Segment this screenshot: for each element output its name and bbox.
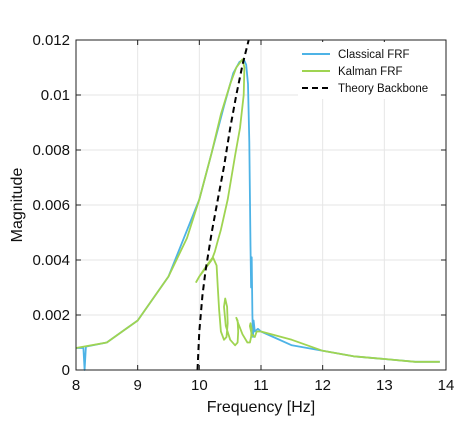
y-tick-label: 0.006 bbox=[32, 197, 70, 214]
series-layer bbox=[75, 39, 440, 371]
series-line-classical-frf bbox=[76, 58, 440, 371]
legend-label-theory-backbone: Theory Backbone bbox=[338, 83, 428, 95]
y-tick-label: 0.01 bbox=[41, 87, 70, 104]
x-tick-label: 12 bbox=[314, 377, 331, 394]
series-line-kalman-frf bbox=[75, 58, 440, 363]
legend-label-kalman-frf: Kalman FRF bbox=[338, 66, 403, 78]
ticks: 8 9 10 11 12 13 14 0 0.002 0.004 0.006 0.008 0.01 0.0… bbox=[32, 32, 454, 394]
x-tick-label: 10 bbox=[191, 377, 208, 394]
series-line-theory-backbone bbox=[196, 39, 250, 371]
x-axis-label: Frequency [Hz] bbox=[207, 399, 315, 416]
legend: Classical FRF Kalman FRF Theory Backbone bbox=[298, 42, 440, 99]
y-tick-label: 0.002 bbox=[32, 307, 70, 324]
y-axis-label: Magnitude bbox=[9, 168, 26, 243]
x-tick-label: 14 bbox=[438, 377, 455, 394]
y-tick-label: 0.008 bbox=[32, 142, 70, 159]
x-tick-label: 13 bbox=[376, 377, 393, 394]
x-tick-label: 8 bbox=[72, 377, 80, 394]
legend-label-classical-frf: Classical FRF bbox=[338, 49, 410, 61]
x-tick-label: 9 bbox=[133, 377, 141, 394]
y-tick-label: 0.012 bbox=[32, 32, 70, 49]
x-tick-label: 11 bbox=[253, 377, 269, 394]
y-tick-label: 0 bbox=[62, 362, 70, 379]
y-tick-label: 0.004 bbox=[32, 252, 70, 269]
